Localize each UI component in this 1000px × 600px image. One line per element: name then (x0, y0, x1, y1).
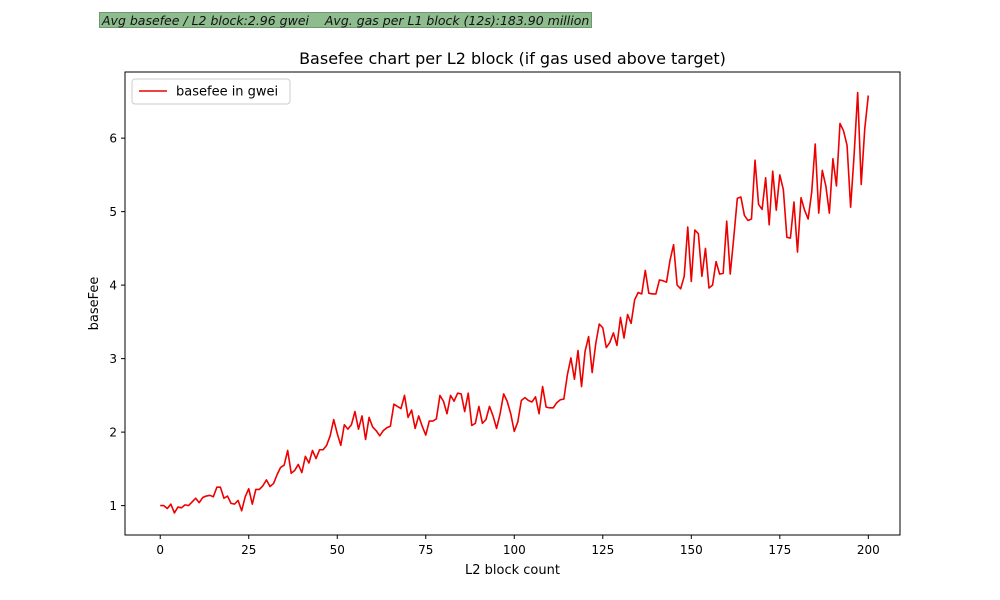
x-tick-label: 150 (680, 543, 703, 557)
basefee-series-line (160, 91, 870, 514)
x-axis-label: L2 block count (465, 563, 560, 578)
x-tick-label: 125 (591, 543, 614, 557)
y-axis: 1 2 3 4 5 6 (109, 132, 125, 513)
y-tick-label: 1 (109, 499, 117, 513)
y-axis-label: baseFee (87, 277, 102, 331)
chart-title: Basefee chart per L2 block (if gas used … (299, 49, 726, 68)
chart-legend: basefee in gwei (131, 78, 291, 105)
legend-label: basefee in gwei (176, 85, 278, 100)
legend-box (131, 78, 291, 105)
y-tick-label: 2 (109, 426, 117, 440)
x-tick-label: 100 (503, 543, 526, 557)
y-tick-label: 5 (109, 205, 117, 219)
x-tick-label: 0 (156, 543, 164, 557)
x-axis: 0 25 50 75 100 125 150 175 200 (156, 535, 880, 557)
y-tick-label: 4 (109, 279, 117, 293)
x-tick-label: 50 (330, 543, 345, 557)
y-tick-label: 6 (109, 132, 117, 146)
plot-area (124, 71, 901, 536)
x-tick-label: 75 (418, 543, 433, 557)
y-tick-label: 3 (109, 352, 117, 366)
stats-summary-banner: Avg basefee / L2 block:2.96 gwei Avg. ga… (99, 12, 593, 28)
x-tick-label: 25 (241, 543, 256, 557)
x-tick-label: 175 (768, 543, 791, 557)
x-tick-label: 200 (857, 543, 880, 557)
